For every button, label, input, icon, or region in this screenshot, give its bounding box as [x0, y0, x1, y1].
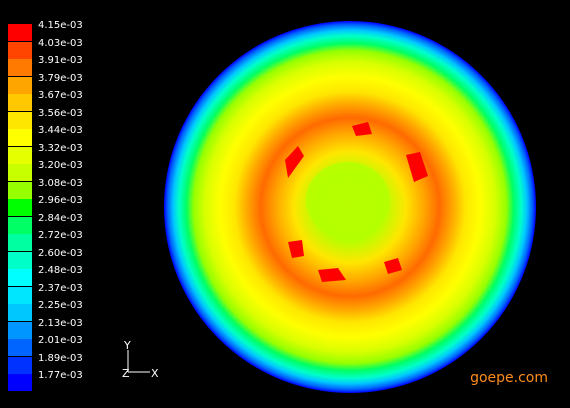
- legend-swatch: [8, 269, 32, 286]
- legend-label: 4.15e-03: [38, 20, 83, 31]
- color-legend: 4.15e-03 4.03e-03 3.91e-03 3.79e-03 3.67e-03…: [0, 0, 130, 408]
- legend-label: 2.37e-03: [38, 282, 83, 294]
- legend-swatch: [8, 94, 32, 111]
- legend-swatch: [8, 251, 32, 269]
- legend-swatch: [8, 41, 32, 59]
- legend-swatch: [8, 111, 32, 129]
- legend-swatch: [8, 304, 32, 321]
- legend-label: 2.13e-03: [38, 317, 83, 329]
- legend-swatch: [8, 129, 32, 146]
- hotspot: [384, 258, 402, 274]
- legend-label: 3.56e-03: [38, 107, 83, 119]
- legend-swatch: [8, 24, 32, 41]
- legend-label: 3.20e-03: [38, 160, 83, 171]
- legend-swatch: [8, 216, 32, 234]
- legend-label: 2.25e-03: [38, 300, 83, 311]
- hotspot: [318, 268, 346, 282]
- axis-z-label: Z: [122, 367, 130, 380]
- center-low-region: [306, 162, 390, 238]
- legend-label: 1.77e-03: [38, 370, 83, 381]
- hotspot: [285, 146, 304, 178]
- legend-label: 2.01e-03: [38, 335, 83, 346]
- legend-label: 3.79e-03: [38, 72, 83, 84]
- legend-label: 3.44e-03: [38, 125, 83, 136]
- legend-label: 2.84e-03: [38, 212, 83, 224]
- legend-swatch: [8, 286, 32, 304]
- hotspot: [288, 240, 304, 258]
- legend-label: 3.91e-03: [38, 55, 83, 66]
- legend-swatch: [8, 146, 32, 164]
- legend-label: 2.48e-03: [38, 265, 83, 276]
- legend-label: 2.72e-03: [38, 230, 83, 241]
- legend-label: 2.96e-03: [38, 195, 83, 206]
- axis-x-label: X: [151, 367, 159, 380]
- hotspot: [352, 122, 372, 136]
- legend-label: 3.32e-03: [38, 142, 83, 154]
- legend-swatch: [8, 356, 32, 374]
- legend-swatch: [8, 164, 32, 181]
- legend-swatch: [8, 234, 32, 251]
- legend-swatch: [8, 199, 32, 216]
- legend-swatch: [8, 339, 32, 356]
- legend-label: 4.03e-03: [38, 37, 83, 49]
- legend-swatch: [8, 321, 32, 339]
- watermark: goepe.com: [470, 370, 548, 386]
- axis-triad: Y Z X: [122, 339, 159, 380]
- legend-swatch: [8, 59, 32, 76]
- legend-swatch: [8, 374, 32, 391]
- hotspot: [406, 152, 428, 182]
- axis-y-label: Y: [123, 339, 131, 352]
- legend-label: 1.89e-03: [38, 352, 83, 364]
- legend-label: 3.67e-03: [38, 90, 83, 101]
- legend-label: 3.08e-03: [38, 177, 83, 189]
- legend-swatch: [8, 76, 32, 94]
- legend-swatch: [8, 181, 32, 199]
- legend-label: 2.60e-03: [38, 247, 83, 259]
